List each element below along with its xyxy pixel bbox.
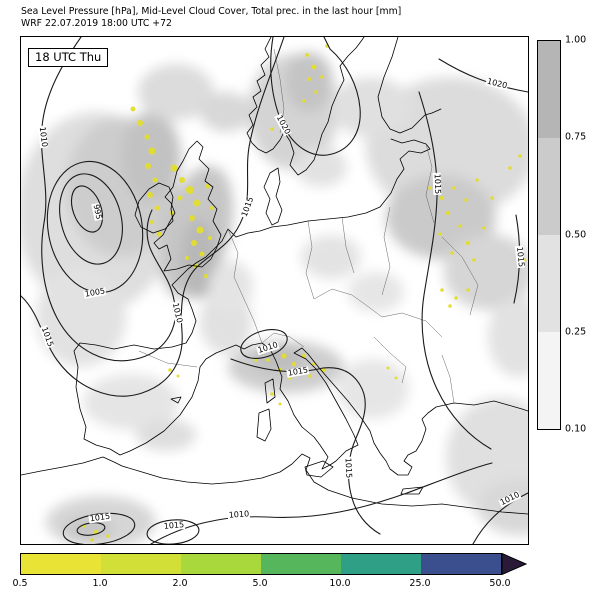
precip-colorbar-tick: 0.5 xyxy=(12,578,28,589)
precip-colorbar-tick: 1.0 xyxy=(92,578,108,589)
precip-colorbar xyxy=(20,553,502,575)
valid-time-badge: 18 UTC Thu xyxy=(28,48,109,67)
cloud-colorbar-tick: 0.50 xyxy=(565,229,587,240)
precip-colorbar-extend-arrow xyxy=(502,553,528,575)
precip-colorbar-segment xyxy=(181,554,261,574)
cloud-colorbar-segment xyxy=(538,41,560,138)
cloud-colorbar-segment xyxy=(538,138,560,235)
precip-colorbar-segment xyxy=(101,554,181,574)
precip-colorbar-segment xyxy=(421,554,501,574)
cloud-colorbar-segment xyxy=(538,235,560,332)
precip-colorbar-segment xyxy=(341,554,421,574)
coastline-layer xyxy=(21,37,528,515)
precip-colorbar-segment xyxy=(21,554,101,574)
precip-colorbar-tick: 5.0 xyxy=(252,578,268,589)
cloud-colorbar-tick: 0.25 xyxy=(565,326,587,338)
precip-colorbar-tick: 50.0 xyxy=(489,578,511,589)
map-panel: 1010 995 1005 1015 1010 1015 1020 1020 1015 1015 1… xyxy=(20,36,529,545)
cloud-cover-layer xyxy=(21,52,528,544)
precip-colorbar-tick: 10.0 xyxy=(329,578,351,589)
figure-subtitle: WRF 22.07.2019 18:00 UTC +72 xyxy=(21,18,172,29)
cloud-cover-colorbar xyxy=(537,40,561,430)
figure-title: Sea Level Pressure [hPa], Mid-Level Clou… xyxy=(21,6,402,17)
precip-colorbar-tick: 25.0 xyxy=(409,578,431,589)
cloud-colorbar-segment xyxy=(538,332,560,429)
cloud-colorbar-tick: 0.10 xyxy=(565,423,587,435)
cloud-colorbar-tick: 0.75 xyxy=(565,131,587,143)
precip-colorbar-tick: 2.0 xyxy=(172,578,188,589)
precip-colorbar-segment xyxy=(261,554,341,574)
weather-map-graphic xyxy=(21,37,528,544)
cloud-colorbar-tick: 1.00 xyxy=(565,34,587,46)
